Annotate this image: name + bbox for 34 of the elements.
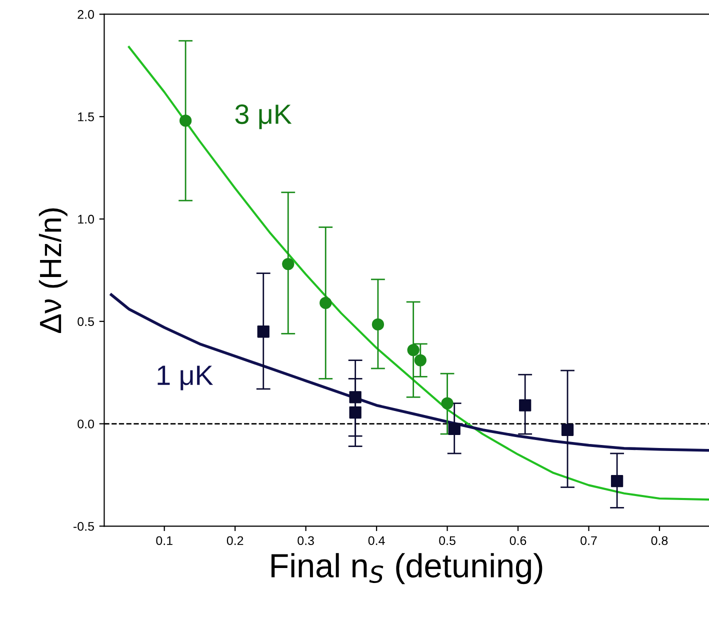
point: [349, 406, 362, 419]
x-tick-label: 0.7: [580, 536, 597, 546]
point: [561, 424, 574, 436]
point: [448, 422, 460, 435]
y-tick-label: 1.0: [78, 214, 94, 224]
x-tick-label: 0.8: [651, 536, 668, 546]
y-tick-label: -0.5: [74, 522, 94, 531]
x-tick-label: 0.6: [510, 536, 526, 546]
x-tick-label: 0.5: [439, 536, 456, 546]
point: [372, 318, 384, 331]
point: [320, 296, 332, 310]
x-tick-label: 0.2: [226, 536, 244, 546]
series-label: 1 μK: [158, 366, 214, 390]
y-tick-label: 0.5: [78, 317, 94, 326]
x-tick-label: 0.4: [368, 536, 385, 546]
y-axis-title: Δν (Hz/n): [38, 208, 68, 333]
y-tick-label: 0.0: [78, 420, 94, 428]
line-series: [128, 46, 709, 501]
x-tick-label: 0.1: [156, 536, 172, 546]
point: [610, 475, 624, 488]
point: [407, 344, 420, 356]
point: [179, 114, 192, 127]
point: [441, 397, 454, 410]
point: [282, 258, 294, 270]
point: [257, 326, 270, 338]
x-axis-title: Final n$_{S}$ (detuning): [272, 553, 542, 584]
y-tick-label: 2.0: [78, 10, 94, 19]
line-series: [110, 293, 709, 452]
point: [349, 391, 362, 404]
series-label: 3 μK: [235, 104, 292, 130]
y-tick-label: 1.5: [78, 112, 94, 122]
point: [414, 354, 426, 366]
point: [519, 399, 532, 412]
x-tick-label: 0.3: [298, 536, 314, 546]
